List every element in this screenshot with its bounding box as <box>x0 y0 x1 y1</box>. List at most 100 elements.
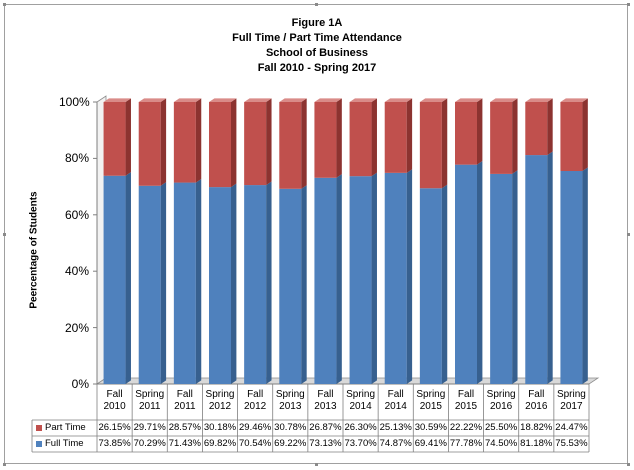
chart-title-line-4: Fall 2010 - Spring 2017 <box>257 62 377 74</box>
data-table-cell: 25.50% <box>485 422 518 433</box>
x-tick-label-line: 2016 <box>490 401 513 412</box>
bar-part-time-side <box>160 98 167 186</box>
bar-full-time-side <box>582 167 588 384</box>
x-tick-label-line: Fall <box>528 389 545 400</box>
data-table-cell: 26.87% <box>309 422 342 433</box>
data-table-cell: 30.78% <box>274 422 307 433</box>
bar-part-time <box>490 102 513 174</box>
x-tick-label: Fall 2013 <box>308 389 343 413</box>
data-table-cell: 26.15% <box>98 422 131 433</box>
x-tick-label: Fall 2011 <box>167 389 202 413</box>
bar-part-time-side <box>477 98 483 165</box>
bar-part-time-side <box>266 98 272 186</box>
y-tick-label: 100% <box>59 95 90 109</box>
chart-title-line-1: Figure 1A <box>291 17 343 29</box>
bar-full-time <box>349 176 372 384</box>
bar-part-time-top <box>490 98 518 102</box>
data-table-cell: 25.13% <box>379 422 412 433</box>
data-table-cell: 28.57% <box>168 422 201 433</box>
data-table-cell: 18.82% <box>520 422 553 433</box>
bar-part-time <box>525 102 548 156</box>
data-table-cell: 81.18% <box>520 438 553 449</box>
data-table-cell: 74.87% <box>379 438 412 449</box>
y-tick-label: 60% <box>64 207 89 222</box>
x-tick-label: Spring 2015 <box>413 389 448 413</box>
data-table-cell: 69.41% <box>414 438 447 449</box>
bar-part-time-side <box>371 98 377 177</box>
bar-part-time-top <box>419 98 448 102</box>
resize-handle-top-left[interactable] <box>3 3 6 6</box>
resize-handle-right[interactable] <box>627 233 630 236</box>
x-tick-label-line: 2011 <box>138 401 161 412</box>
bar-full-time-side <box>195 178 202 384</box>
bar-part-time <box>209 102 231 188</box>
bar-full-time-side <box>301 185 307 384</box>
legend-key <box>36 425 42 431</box>
data-table-cell: 22.22% <box>449 422 483 433</box>
chart-title: Figure 1A Full Time / Part Time Attendan… <box>0 16 634 76</box>
x-tick-label-line: Spring <box>205 389 235 400</box>
bar-full-time-side <box>125 172 131 384</box>
bar-part-time-side <box>125 98 131 176</box>
data-table-cell: 69.82% <box>203 438 237 449</box>
bar-full-time-side <box>160 182 167 384</box>
legend-label: Part Time <box>45 422 86 433</box>
x-tick-label: Fall 2012 <box>238 389 273 413</box>
x-tick-label: Fall 2010 <box>97 389 132 413</box>
data-table-cell: 74.50% <box>485 438 518 449</box>
x-tick-label: Spring 2014 <box>343 389 378 413</box>
bar-part-time-side <box>231 98 237 188</box>
resize-handle-bottom[interactable] <box>315 463 318 466</box>
bar-part-time-top <box>525 98 553 102</box>
x-tick-label-line: 2015 <box>454 401 478 412</box>
data-table-cell: 73.70% <box>344 438 377 449</box>
bar-part-time-side <box>441 98 448 189</box>
bar-part-time <box>560 102 583 172</box>
bar-part-time-top <box>349 98 377 102</box>
resize-handle-top[interactable] <box>315 3 318 6</box>
bar-full-time <box>560 171 583 384</box>
x-tick-label-line: Spring <box>416 389 446 400</box>
data-table-cell: 73.13% <box>309 438 342 449</box>
bar-full-time <box>209 187 231 384</box>
resize-handle-bottom-right[interactable] <box>627 463 630 466</box>
bar-part-time-side <box>512 98 518 174</box>
x-tick-label-line: 2014 <box>349 401 372 412</box>
bar-part-time-side <box>336 98 342 178</box>
x-tick-label-line: 2010 <box>103 401 126 412</box>
x-tick-label: Fall 2014 <box>378 389 413 413</box>
bar-full-time-side <box>477 161 483 384</box>
bar-full-time <box>490 173 513 384</box>
x-tick-label-line: Fall <box>176 389 193 400</box>
x-tick-label: Fall 2016 <box>519 389 554 413</box>
resize-handle-left[interactable] <box>3 233 6 236</box>
resize-handle-bottom-left[interactable] <box>3 463 6 466</box>
x-tick-label-line: 2012 <box>208 401 232 412</box>
bar-full-time-side <box>441 184 448 384</box>
x-tick-label: Spring 2016 <box>484 389 519 413</box>
y-tick-label: 40% <box>64 264 89 279</box>
bar-part-time-top <box>173 98 202 102</box>
x-tick-label-line: Fall <box>457 389 475 400</box>
bar-part-time <box>314 102 337 178</box>
bar-part-time-side <box>195 98 202 183</box>
x-tick-label-line: Fall <box>317 389 334 400</box>
x-tick-label: Spring 2011 <box>132 389 167 413</box>
y-tick-label: 0% <box>71 377 89 391</box>
x-tick-label-line: Spring <box>346 389 376 400</box>
x-tick-label-line: 2013 <box>279 401 302 412</box>
bar-full-time <box>103 175 126 384</box>
data-table-cell: 30.18% <box>203 422 237 433</box>
bar-full-time-side <box>512 170 518 384</box>
x-tick-label-line: 2015 <box>419 401 442 412</box>
data-table-cell: 24.47% <box>555 422 588 433</box>
x-tick-label: Spring 2017 <box>554 389 589 413</box>
bar-part-time-top <box>103 98 131 102</box>
resize-handle-top-right[interactable] <box>627 3 630 6</box>
x-tick-label: Spring 2013 <box>273 389 308 413</box>
bar-full-time-side <box>406 169 413 384</box>
bar-part-time <box>419 102 442 189</box>
chart-title-line-2: Full Time / Part Time Attendance <box>232 32 402 44</box>
y-tick-label: 80% <box>64 151 89 166</box>
bar-part-time <box>138 102 161 186</box>
